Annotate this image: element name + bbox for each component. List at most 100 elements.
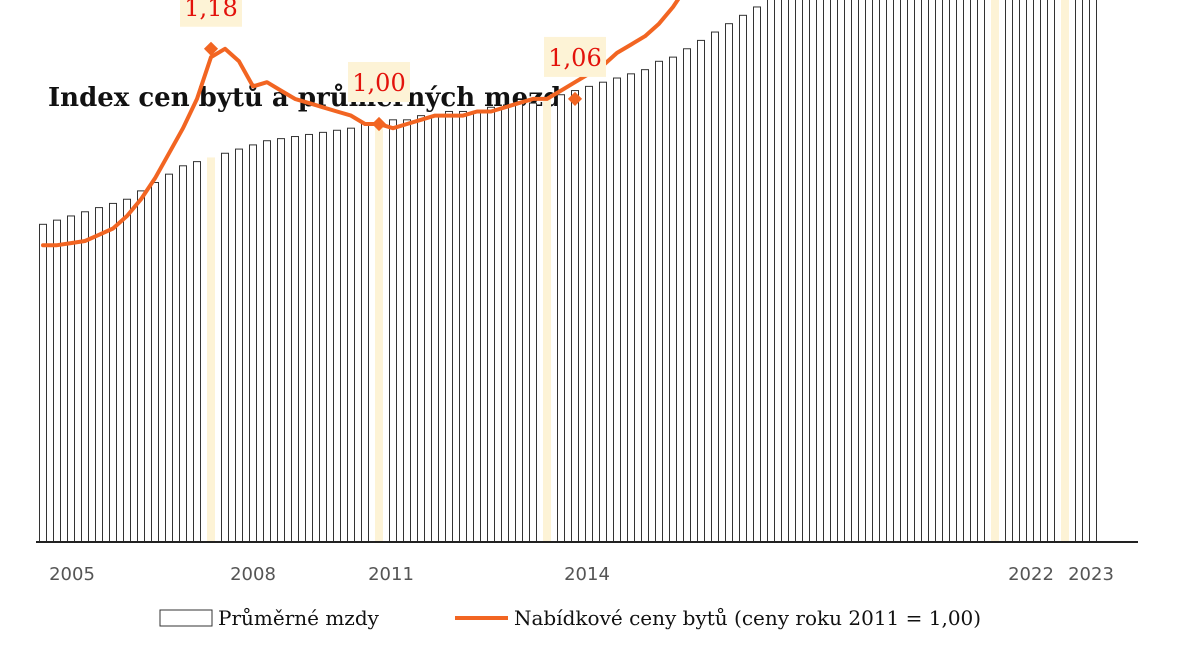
wage-bar [221, 152, 229, 543]
wage-bar [585, 85, 593, 543]
wage-bar [655, 60, 663, 543]
wage-bar [235, 148, 243, 543]
x-tick-label: 2023 [1068, 564, 1114, 585]
legend-bar-swatch [159, 609, 213, 627]
wage-bar [123, 198, 131, 543]
wage-bar [333, 129, 341, 543]
wage-bar [949, 0, 957, 543]
wage-bar [193, 161, 201, 543]
wage-bar [767, 0, 775, 543]
wage-bar [319, 131, 327, 543]
wage-bar [529, 102, 537, 543]
price-marker [371, 116, 387, 132]
callout-box [180, 0, 242, 27]
wage-bar [361, 123, 369, 543]
wage-bar [641, 69, 649, 543]
wage-bar [669, 56, 677, 543]
wage-bar [291, 136, 299, 543]
wage-bar [851, 0, 859, 543]
highlight-band [375, 124, 383, 542]
wage-bar [109, 202, 117, 543]
x-tick-label: 2005 [49, 564, 95, 585]
highlight-band [207, 157, 215, 542]
wage-bar [151, 182, 159, 543]
wage-bar [403, 119, 411, 543]
wage-bar [165, 173, 173, 543]
wage-bar [739, 14, 747, 543]
wage-bar [571, 90, 579, 543]
wage-bar [1019, 0, 1027, 543]
price-marker [567, 91, 583, 106]
wage-bar [613, 77, 621, 543]
wage-bar [823, 0, 831, 543]
wage-bar [921, 0, 929, 543]
wage-bar [487, 106, 495, 543]
wage-bar [417, 115, 425, 543]
wage-bar [459, 110, 467, 543]
wage-bar [907, 0, 915, 543]
wage-bar [515, 102, 523, 543]
wage-bar [627, 73, 635, 543]
wage-bar [473, 110, 481, 543]
chart-title: Index cen bytů a průměrných mezd [48, 83, 561, 113]
wage-bar [935, 0, 943, 543]
wage-bar [753, 6, 761, 543]
wage-bar [795, 0, 803, 543]
callout-label: 1,06 [548, 44, 601, 72]
callout-label: 1,00 [352, 69, 405, 97]
x-tick-label: 2014 [564, 564, 610, 585]
wage-bar [347, 127, 355, 543]
wage-bar [1089, 0, 1097, 543]
wage-bar [725, 23, 733, 543]
callout-box [544, 36, 606, 77]
value-callouts: 1,181,001,062,362,262,43 [180, 0, 606, 102]
wage-bar [137, 190, 145, 543]
wage-bar [81, 211, 89, 543]
wage-bar [893, 0, 901, 543]
wage-bar [95, 207, 103, 543]
wage-bar [305, 133, 313, 543]
callout-box [348, 62, 410, 102]
wage-bar [39, 223, 47, 543]
wage-bar [1005, 0, 1013, 543]
wage-bar [711, 31, 719, 543]
wage-bar [1047, 0, 1055, 543]
highlight-band [991, 0, 999, 543]
wage-bar [599, 81, 607, 543]
wage-bar [67, 215, 75, 543]
wage-bar [179, 165, 187, 543]
wage-bar [249, 144, 257, 543]
wage-bar [445, 110, 453, 543]
highlight-band [1061, 0, 1069, 542]
wage-bar [963, 0, 971, 543]
wage-bar [837, 0, 845, 543]
x-tick-label: 2008 [230, 564, 276, 585]
wage-bar [263, 140, 271, 543]
wage-bar [879, 0, 887, 543]
wage-bar [697, 39, 705, 543]
price-index-line [41, 0, 681, 248]
x-tick-label: 2011 [368, 564, 414, 585]
wage-bar [865, 0, 873, 543]
wage-bar [431, 115, 439, 543]
legend: Průměrné mzdy Nabídkové ceny bytů (ceny … [159, 606, 981, 630]
wage-bar [53, 219, 61, 543]
wage-bar [809, 0, 817, 543]
highlight-bands [207, 0, 1069, 543]
x-tick-labels: 2005 2008 2011 2014 2022 2023 [49, 564, 1114, 585]
wage-bar [389, 119, 397, 543]
wage-bar [683, 48, 691, 543]
legend-label-prices: Nabídkové ceny bytů (ceny roku 2011 = 1,… [514, 606, 981, 630]
wage-bar [557, 94, 565, 543]
wage-bars [39, 0, 1097, 543]
wage-bar [501, 106, 509, 543]
wage-bar [277, 138, 285, 543]
callout-label: 1,18 [184, 0, 237, 22]
wage-bar [1033, 0, 1041, 543]
wage-bar [977, 0, 985, 543]
highlight-band [543, 98, 551, 543]
legend-label-wages: Průměrné mzdy [218, 606, 380, 630]
x-tick-label: 2022 [1008, 564, 1054, 585]
wage-bar [781, 0, 789, 543]
